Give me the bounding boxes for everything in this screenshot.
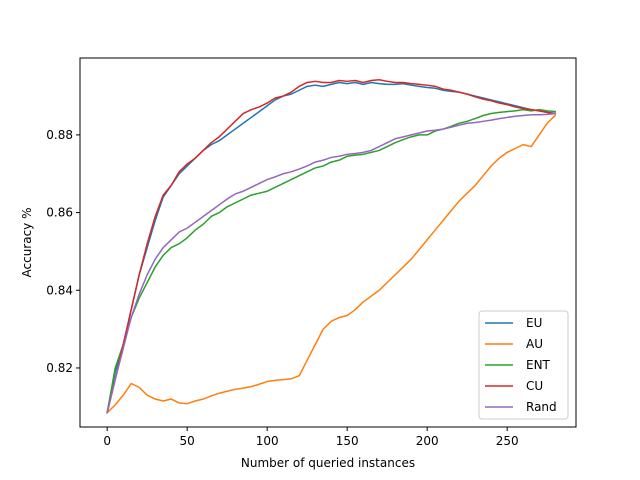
series-line-cu <box>106 79 557 414</box>
x-axis-label: Number of queried instances <box>241 456 415 470</box>
legend-label-cu: CU <box>526 379 543 393</box>
y-axis-ticks: 0.82 0.84 0.86 0.88 <box>46 128 80 375</box>
legend-label-rand: Rand <box>526 400 557 414</box>
series-line-au <box>106 114 557 414</box>
legend-label-ent: ENT <box>526 358 551 372</box>
x-tick-label: 0 <box>103 434 111 448</box>
series-line-rand <box>106 112 557 414</box>
legend-label-au: AU <box>526 337 543 351</box>
x-tick-label: 100 <box>256 434 279 448</box>
x-tick-label: 250 <box>496 434 519 448</box>
y-tick-label: 0.88 <box>46 128 73 142</box>
x-tick-label: 50 <box>180 434 195 448</box>
x-axis-ticks: 0 50 100 150 200 250 <box>103 427 519 448</box>
y-axis-label: Accuracy % <box>20 207 34 277</box>
y-tick-label: 0.86 <box>46 206 73 220</box>
series-layer <box>106 79 557 414</box>
legend-box <box>478 310 569 420</box>
y-tick-label: 0.84 <box>46 283 73 297</box>
series-line-eu <box>106 81 557 414</box>
legend-label-eu: EU <box>526 316 542 330</box>
legend: EU AU ENT CU Rand <box>478 310 569 420</box>
x-tick-label: 200 <box>416 434 439 448</box>
y-tick-label: 0.82 <box>46 361 73 375</box>
plot-frame <box>79 57 577 428</box>
series-line-ent <box>106 108 557 414</box>
x-tick-label: 150 <box>336 434 359 448</box>
